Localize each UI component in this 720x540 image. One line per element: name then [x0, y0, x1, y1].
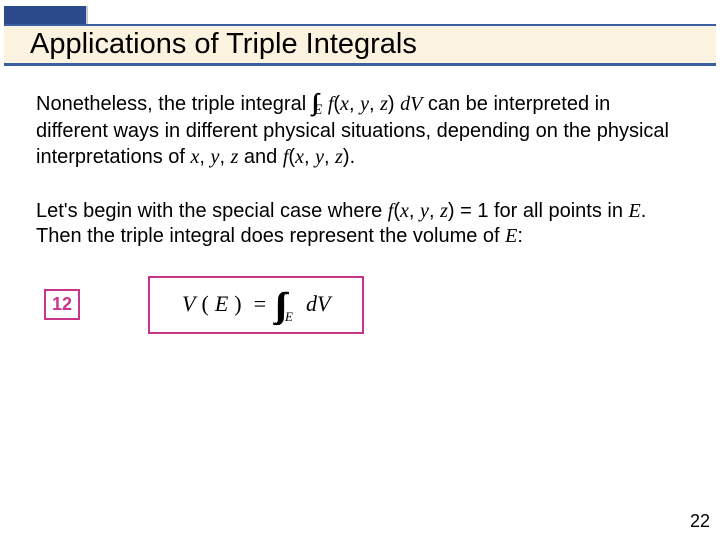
p2-x: x [400, 200, 409, 222]
p1-dV: dV [400, 93, 422, 115]
p1-comma5: , [304, 146, 315, 168]
p2-rparen: ) [448, 200, 455, 222]
page-number: 22 [690, 511, 710, 532]
p1-y3: y [315, 146, 324, 168]
p2-z: z [440, 200, 448, 222]
title-underline [4, 63, 716, 66]
p1-comma6: , [324, 146, 335, 168]
p2-comma2: , [429, 200, 440, 222]
p1-y: y [360, 93, 369, 115]
p1-comma1: , [349, 93, 360, 115]
p1-comma4: , [219, 146, 230, 168]
lhs-E: E [215, 290, 228, 318]
equation-number-box: 12 [44, 289, 80, 320]
lhs-lparen: ( [201, 290, 208, 318]
p2-text-b: = 1 for all points in [455, 200, 629, 222]
p2-text-a: Let's begin with the special case where [36, 200, 388, 222]
lhs-rparen: ) [234, 290, 241, 318]
lhs-V: V [182, 290, 195, 318]
equals-sign: = [254, 290, 266, 318]
p1-comma2: , [369, 93, 380, 115]
p2-comma1: , [409, 200, 420, 222]
content-area: Nonetheless, the triple integral ∫∫∫E f(… [36, 88, 684, 334]
p1-x: x [340, 93, 349, 115]
paragraph-2: Let's begin with the special case where … [36, 199, 684, 250]
title-band: Applications of Triple Integrals [4, 24, 716, 64]
p1-text-a: Nonetheless, the triple integral [36, 93, 312, 115]
p1-x3: x [295, 146, 304, 168]
p2-y: y [420, 200, 429, 222]
p1-rparen: ) [388, 93, 400, 115]
p2-colon: : [517, 225, 523, 247]
p1-z: z [380, 93, 388, 115]
slide-title: Applications of Triple Integrals [30, 28, 417, 61]
rhs-dV: dV [306, 290, 330, 318]
formula-box: V(E) = ∫∫∫E dV [148, 276, 364, 334]
p1-rparen2: ). [343, 146, 355, 168]
p1-text-d: and [238, 146, 282, 168]
p1-z3: z [335, 146, 343, 168]
big-integral-subscript: E [285, 309, 293, 326]
p2-E: E [629, 200, 641, 222]
p1-comma3: , [199, 146, 210, 168]
paragraph-1: Nonetheless, the triple integral ∫∫∫E f(… [36, 88, 684, 171]
p2-E2: E [505, 225, 517, 247]
integral-subscript-E: E [313, 102, 322, 118]
formula-row: 12 V(E) = ∫∫∫E dV [44, 276, 684, 334]
